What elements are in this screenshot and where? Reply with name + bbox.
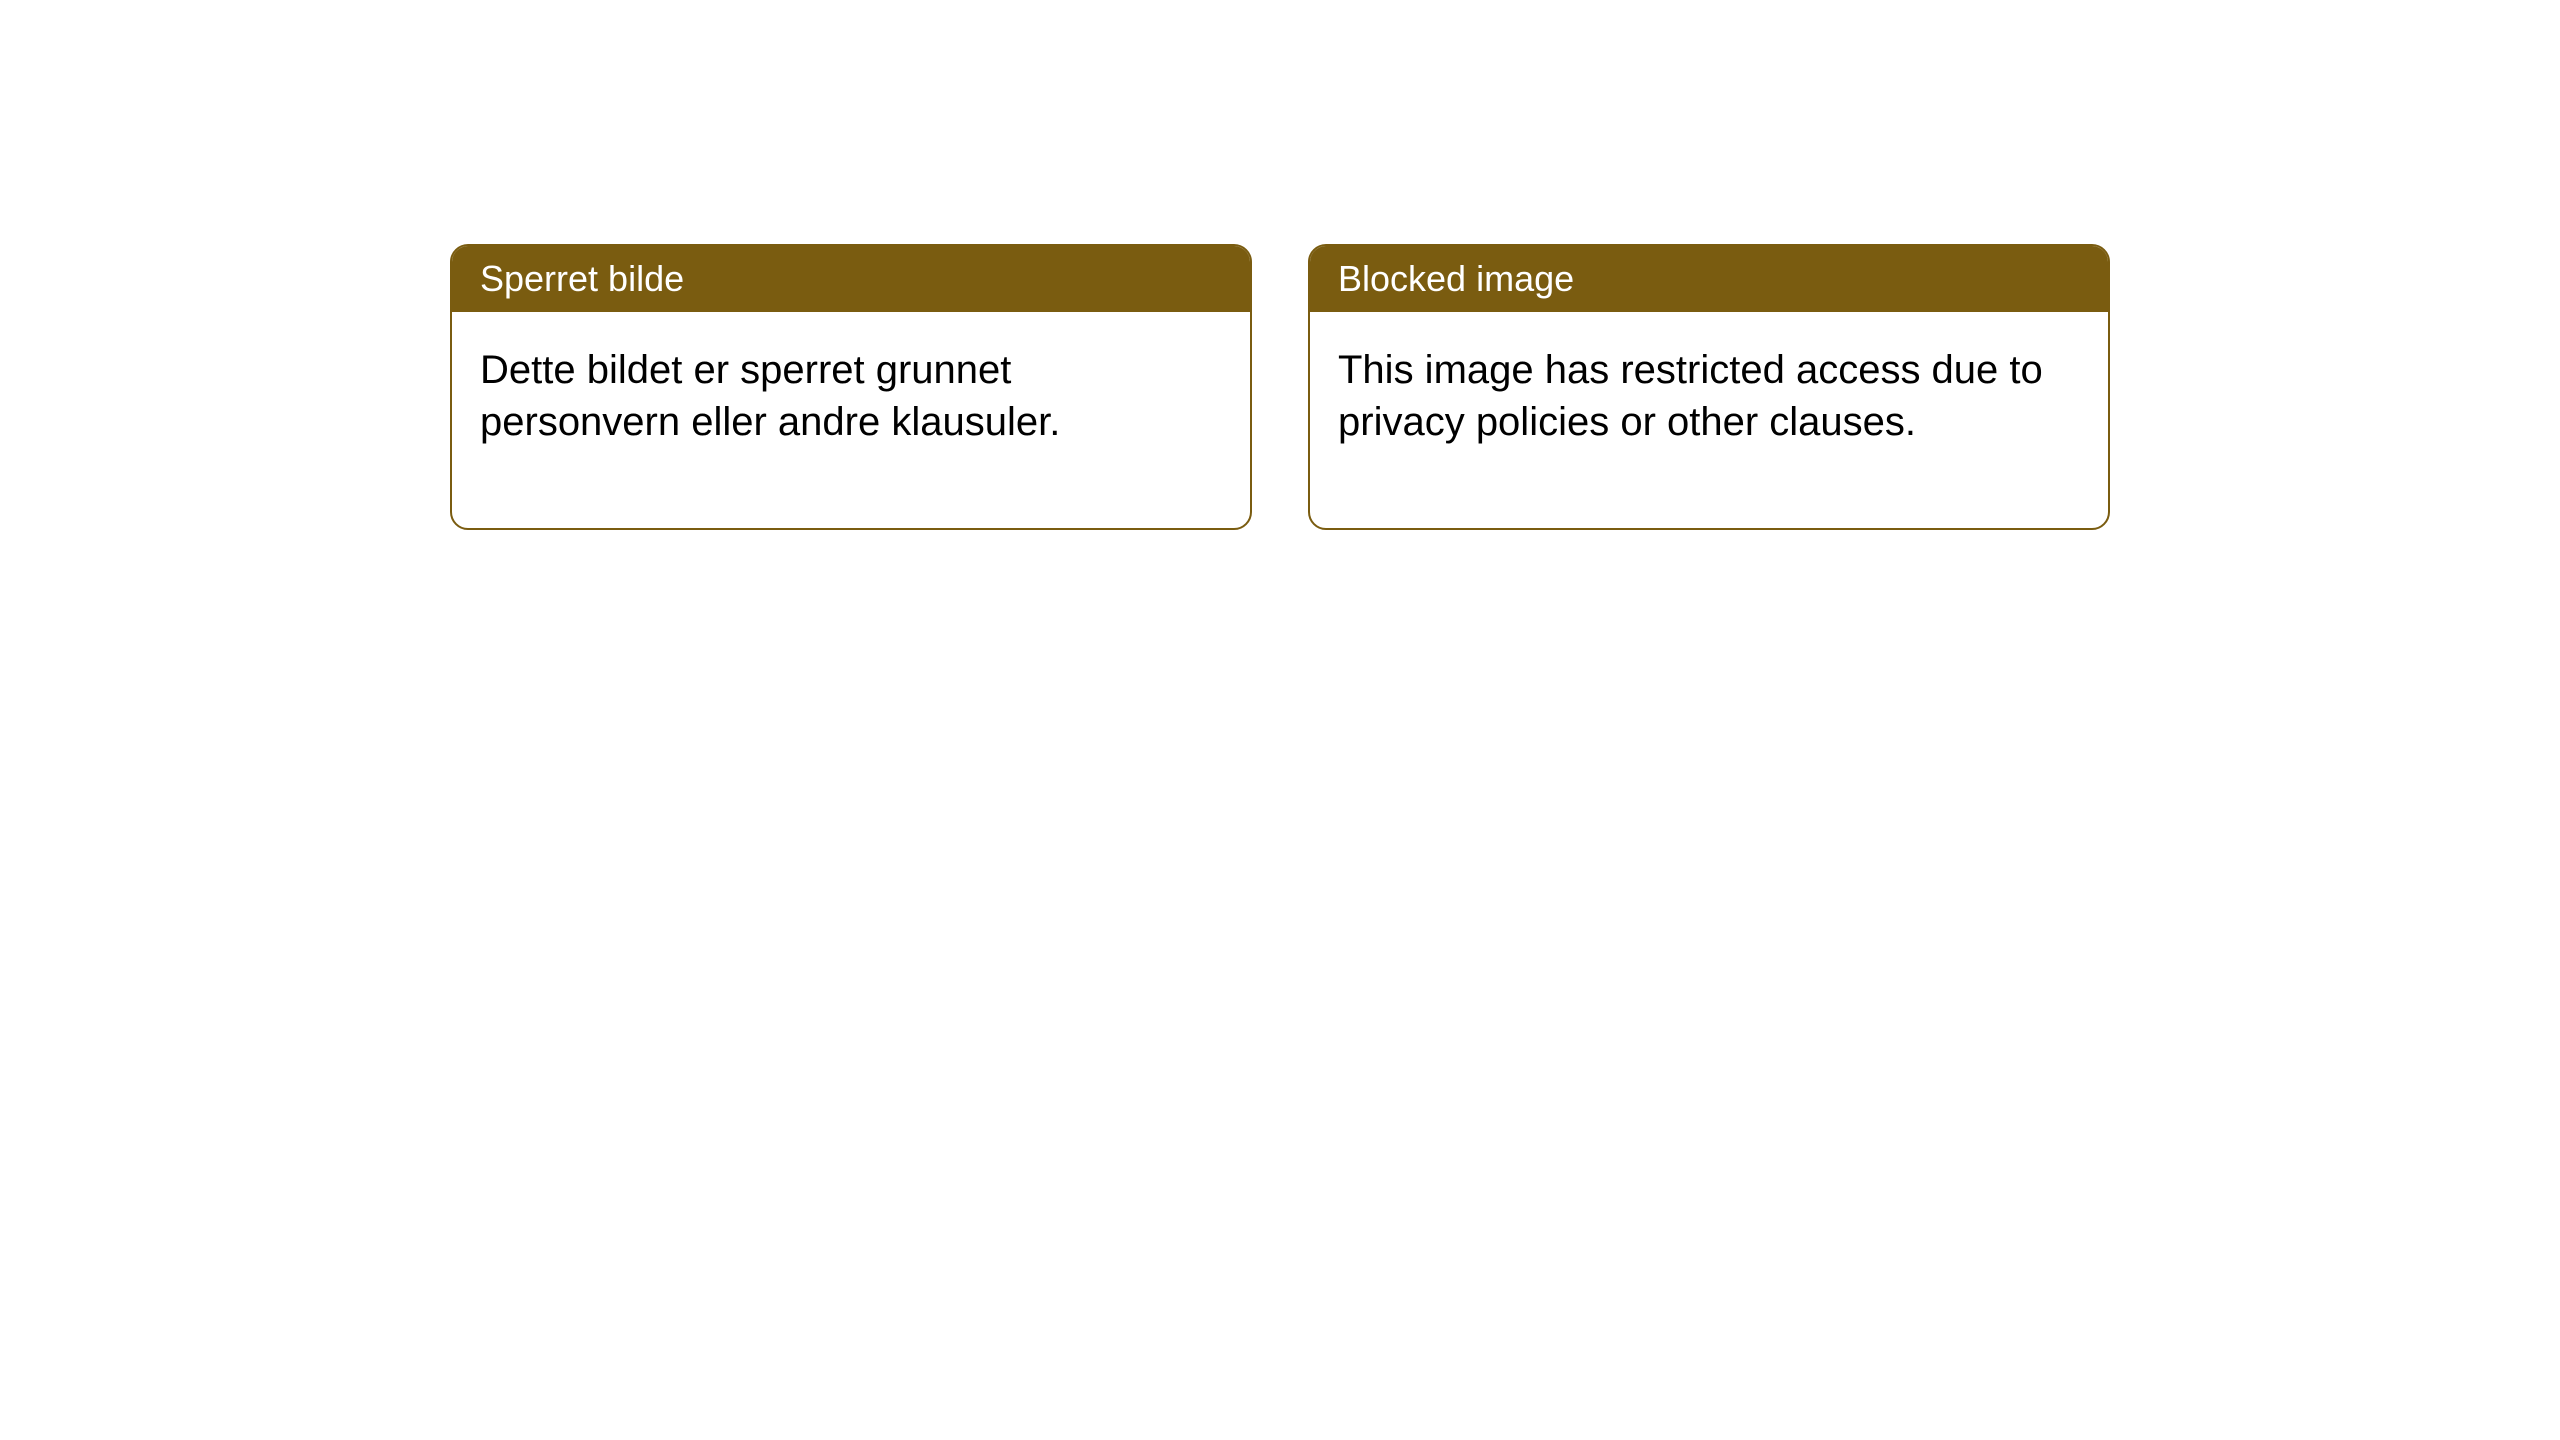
notice-container: Sperret bilde Dette bildet er sperret gr… bbox=[450, 244, 2110, 530]
notice-header: Blocked image bbox=[1310, 246, 2108, 312]
notice-header: Sperret bilde bbox=[452, 246, 1250, 312]
notice-body: This image has restricted access due to … bbox=[1310, 312, 2108, 528]
notice-body: Dette bildet er sperret grunnet personve… bbox=[452, 312, 1250, 528]
notice-card-english: Blocked image This image has restricted … bbox=[1308, 244, 2110, 530]
notice-card-norwegian: Sperret bilde Dette bildet er sperret gr… bbox=[450, 244, 1252, 530]
